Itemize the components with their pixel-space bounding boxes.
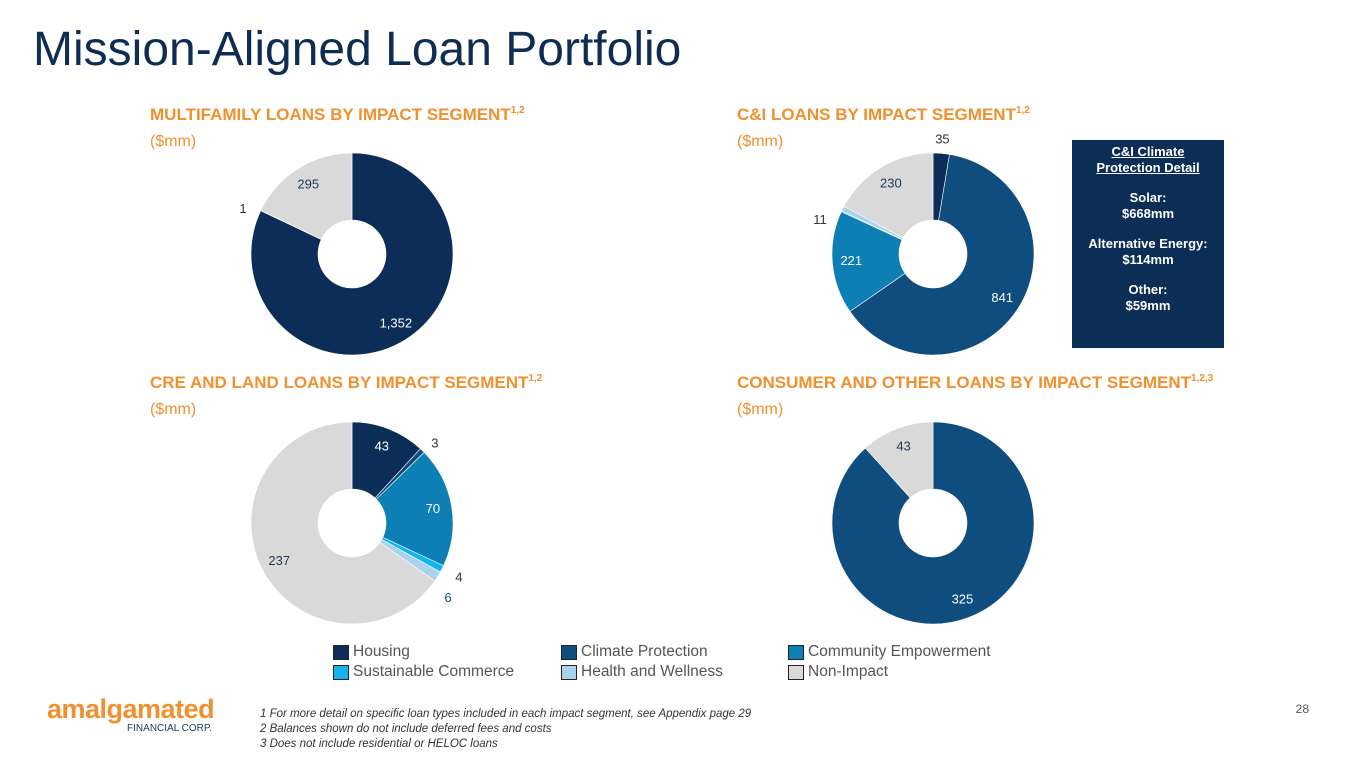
chart-legend: Housing Climate Protection Community Emp… <box>333 643 1033 685</box>
donut-slice-climate-protection <box>831 421 1035 625</box>
legend-label: Sustainable Commerce <box>353 663 515 680</box>
ci-climate-detail-box: C&I Climate Protection Detail Solar: $66… <box>1072 140 1224 348</box>
donut-label-housing: 35 <box>935 131 949 146</box>
chart-units: ($mm) <box>737 401 784 418</box>
detail-item-value: $668mm <box>1121 206 1175 221</box>
legend-swatch <box>561 664 577 680</box>
company-logo: amalgamated FINANCIAL CORP. <box>47 694 215 734</box>
legend-item-health-and-wellness: Health and Wellness <box>561 663 723 681</box>
legend-item-housing: Housing <box>333 643 410 661</box>
chart-title-text: C&I LOANS BY IMPACT SEGMENT <box>737 105 1016 124</box>
chart-title-sup: 1,2 <box>1015 105 1030 116</box>
donut-label-community-empowerment: 1 <box>239 201 246 216</box>
donut-label-health-and-wellness: 11 <box>813 212 827 227</box>
chart-units: ($mm) <box>150 401 197 418</box>
donut-slice-non-impact <box>260 152 353 240</box>
chart-units: ($mm) <box>150 133 197 150</box>
legend-label: Community Empowerment <box>808 643 991 660</box>
detail-heading-line1: C&I Climate <box>1111 144 1185 159</box>
legend-label: Health and Wellness <box>581 663 723 680</box>
donut-label-non-impact: 237 <box>268 553 290 568</box>
chart-title-text: CRE AND LAND LOANS BY IMPACT SEGMENT <box>150 373 529 392</box>
page-title: Mission-Aligned Loan Portfolio <box>33 23 682 76</box>
chart-title-text: MULTIFAMILY LOANS BY IMPACT SEGMENT <box>150 105 511 124</box>
legend-swatch <box>333 644 349 660</box>
logo-subtitle: FINANCIAL CORP. <box>127 723 213 734</box>
donut-label-community-empowerment: 221 <box>840 253 862 268</box>
donut-label-climate-protection: 841 <box>991 290 1013 305</box>
detail-item-value: $114mm <box>1122 252 1174 267</box>
donut-chart-multifamily: 1,352 1 295 <box>239 152 454 356</box>
legend-label: Non-Impact <box>808 663 889 680</box>
detail-item-alternative-energy: Alternative Energy: $114mm <box>1072 236 1224 268</box>
legend-swatch <box>788 644 804 660</box>
donut-slice-non-impact <box>864 421 934 499</box>
footnote-3: 3 Does not include residential or HELOC … <box>260 738 498 750</box>
detail-item-value: $59mm <box>1125 298 1171 313</box>
donut-chart-cre: 43 3 70 46 237 <box>250 421 463 625</box>
donut-label-non-impact: 230 <box>880 176 902 191</box>
donut-label-community-empowerment: 70 <box>426 501 440 516</box>
chart-title-ci: C&I LOANS BY IMPACT SEGMENT1,2 <box>737 105 1030 125</box>
legend-item-community-empowerment: Community Empowerment <box>788 643 991 661</box>
footnote-1: 1 For more detail on specific loan types… <box>260 708 752 720</box>
legend-item-climate-protection: Climate Protection <box>561 643 708 661</box>
donut-slice-community-empowerment <box>375 451 454 567</box>
chart-title-sup: 1,2 <box>528 373 543 384</box>
legend-label: Climate Protection <box>581 643 708 660</box>
footnote-2: 2 Balances shown do not include deferred… <box>260 723 552 735</box>
donut-label-housing: 43 <box>375 439 389 454</box>
chart-title-sup: 1,2 <box>510 105 525 116</box>
detail-item-label: Other: <box>1128 282 1168 297</box>
chart-title-multifamily: MULTIFAMILY LOANS BY IMPACT SEGMENT1,2 <box>150 105 525 125</box>
donut-label-climate-protection: 325 <box>952 592 974 607</box>
detail-item-label: Alternative Energy: <box>1088 236 1208 251</box>
legend-item-sustainable-commerce: Sustainable Commerce <box>333 663 514 681</box>
legend-swatch <box>333 664 349 680</box>
donut-label-non-impact: 43 <box>896 438 910 453</box>
detail-item-other: Other: $59mm <box>1072 282 1224 314</box>
donut-chart-ci: 35841221211230 <box>813 131 1035 356</box>
detail-item-solar: Solar: $668mm <box>1072 190 1224 222</box>
legend-item-non-impact: Non-Impact <box>788 663 888 681</box>
chart-title-text: CONSUMER AND OTHER LOANS BY IMPACT SEGME… <box>737 373 1191 392</box>
chart-title-consumer: CONSUMER AND OTHER LOANS BY IMPACT SEGME… <box>737 373 1213 393</box>
page-number: 28 <box>1295 702 1309 716</box>
donut-slice-climate-protection <box>849 154 1035 356</box>
donut-label-sustainable-commerce: 4 <box>455 570 462 585</box>
donut-slice-non-impact <box>250 421 436 625</box>
donut-label-climate-protection: 3 <box>431 435 438 450</box>
donut-label-housing: 1,352 <box>380 315 413 330</box>
detail-heading-line2: Protection Detail <box>1096 160 1200 175</box>
donut-label-health-and-wellness: 6 <box>445 590 452 605</box>
donut-slice-community-empowerment <box>831 211 906 312</box>
donut-slice-housing <box>250 152 454 356</box>
legend-swatch <box>561 644 577 660</box>
legend-label: Housing <box>353 643 410 660</box>
donut-label-non-impact: 295 <box>297 177 319 192</box>
donut-chart-consumer: 325 43 <box>831 421 1035 625</box>
chart-units: ($mm) <box>737 133 784 150</box>
donut-slice-non-impact <box>843 152 934 239</box>
logo-wordmark: amalgamated <box>47 694 215 724</box>
chart-title-sup: 1,2,3 <box>1190 373 1214 384</box>
footnotes: 1 For more detail on specific loan types… <box>260 707 751 752</box>
detail-item-label: Solar: <box>1129 190 1167 205</box>
legend-swatch <box>788 664 804 680</box>
chart-title-cre: CRE AND LAND LOANS BY IMPACT SEGMENT1,2 <box>150 373 542 393</box>
